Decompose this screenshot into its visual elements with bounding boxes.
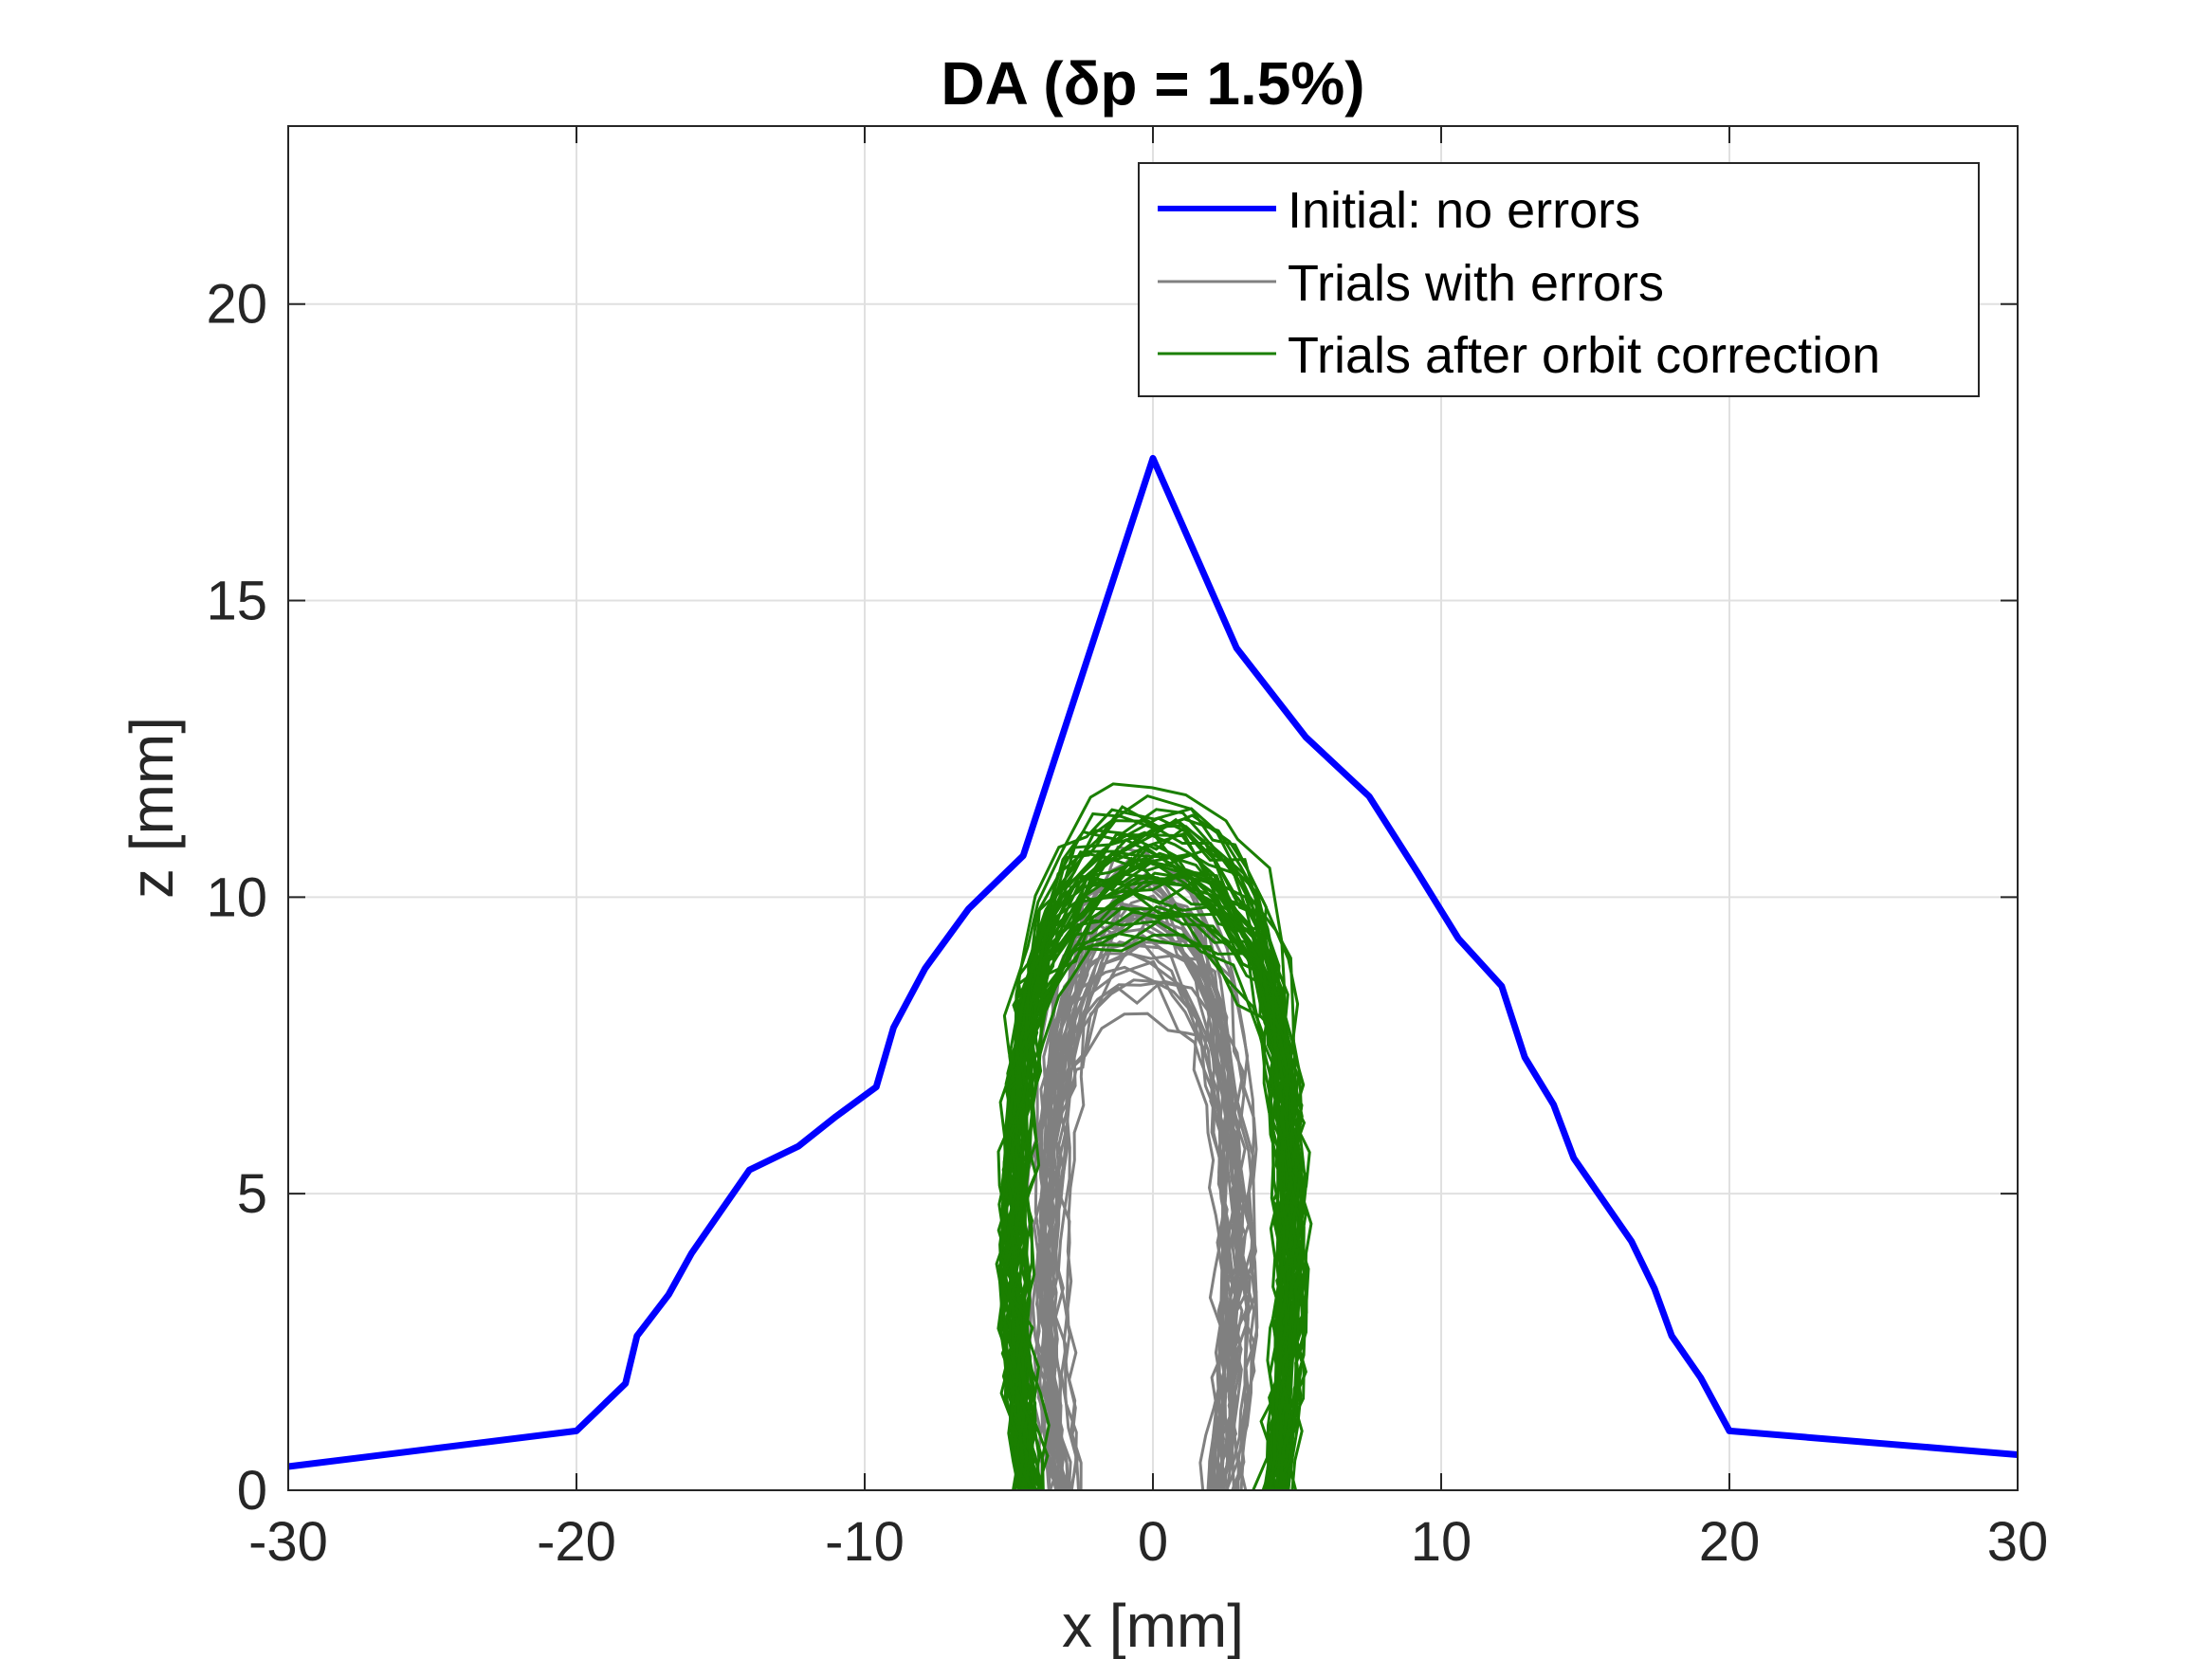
legend-box xyxy=(1138,162,1980,397)
trial-error-curve xyxy=(1033,959,1232,1491)
x-tick-labels: -30 -20 -10 0 10 20 30 xyxy=(248,1511,2048,1573)
trial-error-curve xyxy=(1040,952,1225,1491)
y-tick-labels: 0 5 10 15 20 xyxy=(206,274,267,1522)
legend-label-errors: Trials with errors xyxy=(1288,255,1664,312)
y-tick-label: 10 xyxy=(206,866,267,928)
legend-label-initial: Initial: no errors xyxy=(1288,182,1640,239)
y-tick-label: 0 xyxy=(237,1460,267,1522)
x-tick-label: 20 xyxy=(1699,1511,1761,1573)
trial-corrected-curve xyxy=(1002,873,1287,1491)
y-tick-label: 15 xyxy=(206,571,267,632)
trials-after-correction-lines xyxy=(995,782,1313,1491)
trial-error-curve xyxy=(1050,933,1249,1491)
trial-corrected-curve xyxy=(1020,870,1310,1491)
legend-label-corrected: Trials after orbit correction xyxy=(1288,327,1880,384)
y-axis-label: z [mm] xyxy=(118,717,186,899)
x-tick-label: 0 xyxy=(1138,1511,1168,1573)
x-axis-label: x [mm] xyxy=(1062,1592,1244,1659)
x-tick-label: -10 xyxy=(825,1511,905,1573)
x-tick-label: 30 xyxy=(1987,1511,2049,1573)
x-tick-label: -30 xyxy=(248,1511,328,1573)
chart-title: DA (δp = 1.5%) xyxy=(941,49,1364,118)
x-tick-label: 10 xyxy=(1411,1511,1472,1573)
trial-error-curve xyxy=(1050,978,1252,1491)
trial-corrected-curve xyxy=(1008,831,1289,1491)
axis-ticks xyxy=(287,126,2019,1491)
initial-no-errors-line xyxy=(287,454,2019,1470)
trial-error-curve xyxy=(1043,939,1250,1491)
x-tick-label: -20 xyxy=(537,1511,616,1573)
initial-series xyxy=(287,454,2019,1470)
y-tick-label: 20 xyxy=(206,274,267,336)
y-tick-label: 5 xyxy=(237,1163,267,1225)
legend: Initial: no errors Trials with errors Tr… xyxy=(1138,162,1980,397)
